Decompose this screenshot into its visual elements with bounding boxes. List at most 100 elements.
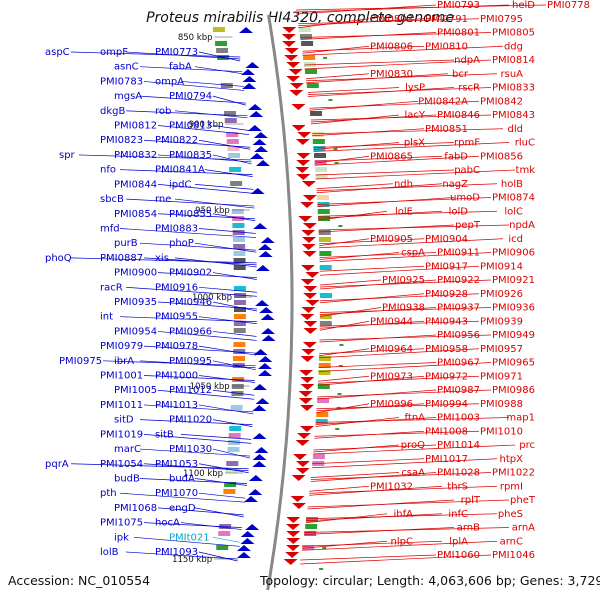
leader-line — [318, 362, 492, 372]
leader-line — [313, 444, 437, 451]
gene-label: PMI0803 — [370, 14, 413, 25]
leader-line — [314, 155, 370, 164]
leader-line — [212, 95, 246, 106]
leader-line — [305, 513, 388, 524]
gene-label: rluC — [515, 138, 535, 149]
genome-summary: Topology: circular; Length: 4,063,606 bp… — [259, 573, 600, 588]
gene-label: xis — [155, 253, 169, 264]
leader-line — [315, 169, 455, 176]
leader-line — [319, 348, 425, 355]
gene-label: bcr — [452, 69, 469, 80]
leader-line — [312, 458, 425, 465]
reverse-feature-arrow — [240, 538, 255, 544]
gene-label: PMI0822 — [155, 135, 198, 146]
gene-label: purB — [114, 238, 138, 249]
gene-label: PMI0935 — [114, 297, 157, 308]
gene-label: pepT — [455, 220, 481, 231]
leader-line — [302, 540, 443, 547]
genome-backbone — [266, 14, 294, 591]
gene-label: PMI1054 — [100, 459, 143, 470]
leader-line — [309, 100, 480, 109]
gene-label: PMI0900 — [114, 268, 157, 279]
gene-label: PMI0971 — [480, 371, 523, 382]
cog-block-inner — [298, 27, 311, 32]
gene-label: PMI0936 — [492, 303, 535, 314]
leader-line — [319, 252, 400, 260]
leader-line — [139, 478, 248, 484]
gene-label: PMI1046 — [492, 550, 535, 561]
forward-feature-arrow — [283, 559, 298, 565]
forward-feature-arrow — [284, 48, 299, 54]
gene-label: lplA — [449, 536, 468, 547]
cog-block-outer — [224, 111, 237, 116]
forward-feature-arrow — [302, 342, 317, 348]
gene-label: ndpA — [454, 55, 480, 66]
reverse-feature-arrow — [252, 461, 267, 467]
cog-block-inner — [300, 34, 313, 39]
gene-label: PMI1028 — [437, 468, 480, 479]
leader-line — [313, 142, 400, 150]
leader-line — [119, 492, 246, 503]
reverse-feature-arrow — [257, 363, 272, 369]
leader-line — [143, 257, 257, 266]
label-leaders — [70, 4, 547, 565]
gene-label: ompA — [155, 76, 184, 87]
leader-line — [302, 540, 388, 549]
gene-label: lysP — [405, 83, 425, 94]
leader-line — [318, 210, 443, 219]
cog-block-outer — [226, 461, 239, 466]
cog-block-outer — [231, 384, 244, 389]
leader-line — [310, 472, 492, 480]
leader-line — [315, 417, 510, 423]
reverse-feature-arrow — [252, 454, 267, 460]
cog-block-inner — [319, 356, 332, 361]
gene-label: int — [100, 312, 113, 323]
cog-block-inner — [303, 55, 316, 60]
gene-label: pth — [100, 488, 117, 499]
leader-line — [319, 238, 370, 247]
forward-feature-arrow — [303, 328, 318, 334]
leader-line — [125, 551, 238, 560]
leader-line — [198, 51, 241, 62]
gene-label: PMI1013 — [155, 400, 198, 411]
gene-label: PMI1053 — [155, 459, 198, 470]
forward-feature-arrow — [299, 426, 314, 432]
leader-line — [304, 527, 455, 535]
gene-label: ipdC — [169, 179, 191, 190]
cog-block-inner — [312, 139, 325, 144]
scale-label: 850 kbp — [178, 33, 213, 43]
forward-feature-arrow — [286, 517, 301, 523]
gene-label: asnC — [114, 62, 139, 73]
forward-feature-arrow — [297, 132, 312, 138]
leader-line — [316, 183, 394, 190]
gene-label: hocA — [155, 518, 180, 529]
leader-line — [318, 210, 388, 221]
cog-block-inner — [313, 146, 326, 151]
gene-label: PMI1030 — [169, 444, 212, 455]
gene-label: PMI0887 — [100, 253, 143, 264]
leader-line — [198, 551, 238, 562]
map-title: Proteus mirabilis HI4320, complete genom… — [146, 10, 454, 26]
forward-feature-arrow — [300, 314, 315, 320]
cog-block-outer — [233, 349, 246, 354]
cog-block-inner — [318, 363, 331, 368]
reverse-feature-arrow — [253, 223, 268, 229]
tick-mark-green — [339, 344, 344, 346]
leader-line — [305, 513, 443, 522]
reverse-feature-arrow — [250, 188, 265, 194]
gene-label: PMI0917 — [425, 261, 468, 272]
leader-line — [312, 128, 425, 137]
leader-line — [298, 18, 480, 25]
leader-line — [302, 540, 498, 551]
forward-feature-arrow — [289, 90, 304, 96]
cog-block-outer — [224, 482, 237, 487]
leader-line — [319, 307, 492, 313]
cog-block-outer — [228, 153, 241, 158]
cog-block-outer — [230, 181, 243, 186]
leader-line — [198, 375, 256, 383]
gene-label: pheS — [498, 509, 523, 520]
leader-line — [212, 419, 253, 427]
forward-feature-arrow — [285, 552, 300, 558]
cog-block-inner — [318, 230, 331, 235]
forward-feature-arrow — [290, 496, 305, 502]
